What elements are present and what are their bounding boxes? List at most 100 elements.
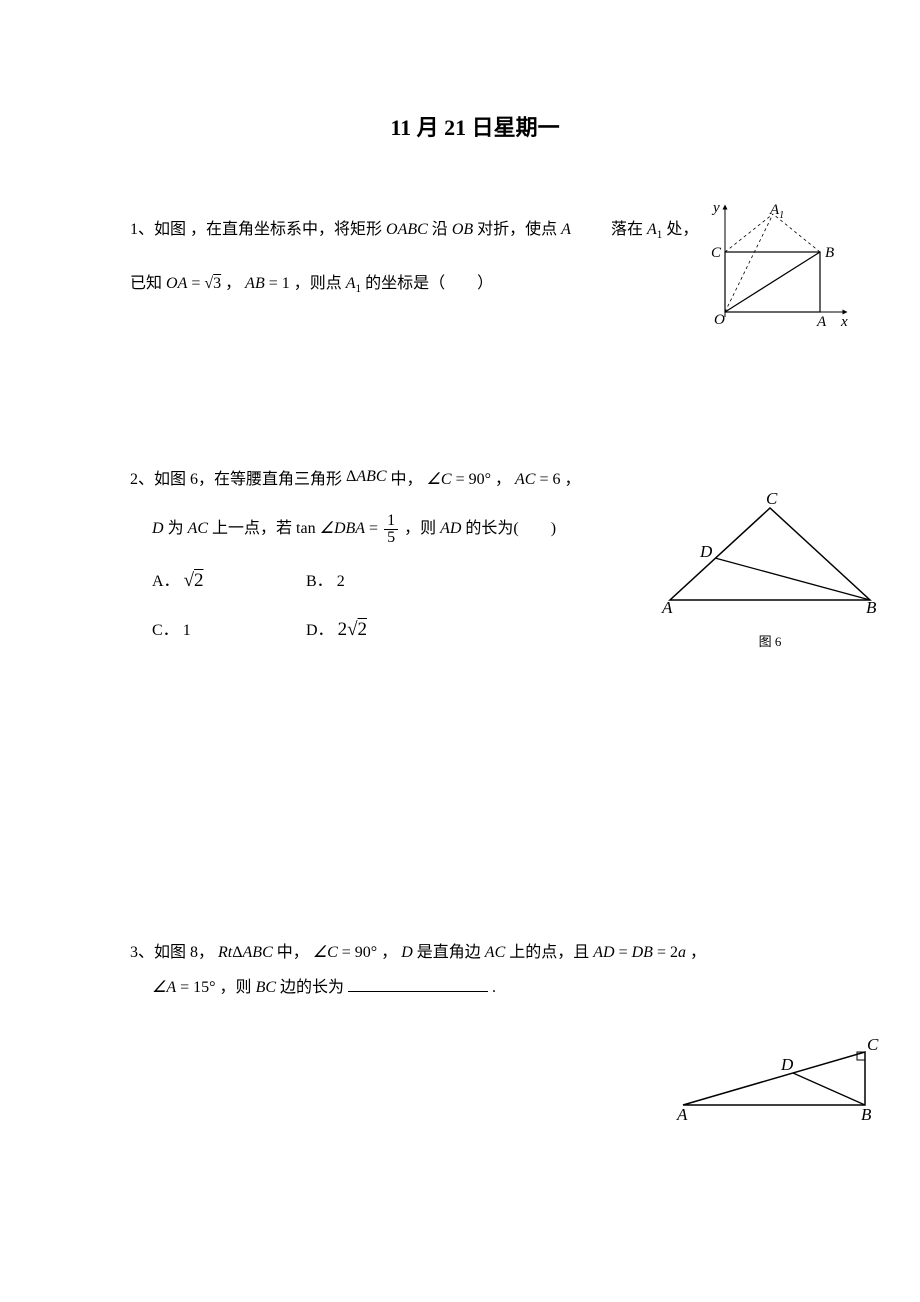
fig3-B: B bbox=[861, 1105, 872, 1124]
optB-label: B． bbox=[306, 573, 333, 590]
figure-3: A B C D bbox=[675, 1030, 880, 1130]
sqrt-icon: √2 bbox=[347, 619, 367, 640]
p3-eq90: = 90° bbox=[342, 944, 377, 961]
answer-blank bbox=[348, 991, 488, 992]
p1-text: 已知 bbox=[130, 275, 162, 292]
p2-text: 为 bbox=[168, 520, 184, 537]
p2-eq6: = 6 bbox=[539, 471, 560, 488]
p1-OA: OA bbox=[166, 275, 187, 292]
p2-text: 2、如图 6，在等腰直角三角形 bbox=[130, 471, 342, 488]
option-D: D． 2√2 bbox=[306, 605, 456, 654]
p2-frac-den: 5 bbox=[384, 530, 398, 546]
optD-label: D． bbox=[306, 622, 334, 639]
p1-text: 的坐标是（ ） bbox=[365, 275, 493, 292]
p1-val1: = 1 bbox=[269, 275, 290, 292]
option-B: B． 2 bbox=[306, 561, 456, 603]
p1-text: 1、如图 ，在直角坐标系中，将矩形 bbox=[130, 221, 382, 238]
p1-text: ，则点 bbox=[294, 275, 342, 292]
p2-AC2: AC bbox=[188, 520, 208, 537]
fig2-A: A bbox=[661, 598, 673, 615]
p2-D: D bbox=[152, 520, 164, 537]
p3-AC: AC bbox=[485, 944, 505, 961]
p1-text: 落在 bbox=[611, 221, 643, 238]
p2-text: 中， bbox=[391, 471, 423, 488]
p3-text: 是直角边 bbox=[417, 944, 481, 961]
p2-ABC: ABC bbox=[356, 468, 386, 485]
figure-2-svg: A B C D bbox=[660, 490, 880, 615]
fig1-O: O bbox=[714, 312, 725, 328]
optB-val: 2 bbox=[337, 573, 345, 590]
option-C: C． 1 bbox=[152, 610, 302, 652]
p3-comma: ， bbox=[381, 944, 397, 961]
p2-tan: tan bbox=[296, 520, 320, 537]
fig2-C: C bbox=[766, 490, 778, 508]
p1-sqrt3: 3 bbox=[213, 275, 221, 292]
sqrt-icon: √2 bbox=[184, 570, 204, 591]
optC-val: 1 bbox=[183, 622, 191, 639]
p2-comma: ， bbox=[495, 471, 511, 488]
figure-2: A B C D 图 6 bbox=[660, 490, 880, 640]
p1-A1-base: A bbox=[647, 221, 657, 238]
page-title: 11 月 21 日星期一 bbox=[130, 110, 820, 142]
p1-text: 对折，使点 bbox=[477, 221, 557, 238]
p1-text: 沿 bbox=[432, 221, 448, 238]
p2-AC: AC bbox=[515, 471, 535, 488]
problem-1: 1、如图 ，在直角坐标系中，将矩形 OABC 沿 OB 对折，使点 A 落在 A… bbox=[130, 212, 820, 302]
p2-angDBA: ∠DBA bbox=[320, 520, 365, 537]
p1-text: 处， bbox=[666, 221, 698, 238]
optD-pre: 2 bbox=[338, 619, 348, 640]
p2-eq90: = 90° bbox=[456, 471, 491, 488]
optC-label: C． bbox=[152, 622, 179, 639]
fraction-icon: 1 5 bbox=[384, 513, 398, 546]
p2-eq: = bbox=[369, 520, 382, 537]
p1-comma: ， bbox=[225, 275, 241, 292]
p1-eq: = bbox=[191, 275, 204, 292]
fig2-B: B bbox=[866, 598, 877, 615]
p1-A1-base2: A bbox=[346, 275, 356, 292]
p3-comma: ， bbox=[690, 944, 706, 961]
p1-spacer bbox=[575, 221, 607, 238]
p3-line2: ∠A = 15° ，则 BC 边的长为 . bbox=[130, 970, 820, 1005]
fig1-C: C bbox=[711, 245, 722, 261]
p2-frac-num: 1 bbox=[384, 513, 398, 530]
option-A: A． √2 bbox=[152, 556, 302, 605]
optD-val: 2 bbox=[358, 619, 368, 640]
fig3-D: D bbox=[780, 1055, 794, 1074]
p3-period: . bbox=[492, 979, 496, 996]
p3-angC: ∠C bbox=[313, 944, 338, 961]
p2-angC: ∠C bbox=[427, 471, 452, 488]
problem-3: 3、如图 8， RtΔABC 中， ∠C = 90° ， D 是直角边 AC 上… bbox=[130, 935, 820, 1005]
p3-angA: ∠A bbox=[152, 979, 176, 996]
p1-A1-sub: 1 bbox=[657, 229, 663, 241]
p1-A1b: A1 bbox=[346, 275, 361, 292]
figure-1: y x O A B C A1 bbox=[705, 202, 850, 332]
p3-ABC: ABC bbox=[243, 944, 273, 961]
p1-oabc: OABC bbox=[386, 221, 428, 238]
p1-A: A bbox=[561, 221, 571, 238]
fig3-C: C bbox=[867, 1035, 879, 1054]
fig3-A: A bbox=[676, 1105, 688, 1124]
p3-BC: BC bbox=[256, 979, 276, 996]
p3-text: 中， bbox=[277, 944, 309, 961]
fig1-B: B bbox=[825, 245, 834, 261]
p1-ob: OB bbox=[452, 221, 473, 238]
fig1-x: x bbox=[840, 314, 848, 330]
p3-AD: AD bbox=[593, 944, 614, 961]
problem-2: 2、如图 6，在等腰直角三角形 ΔABC 中， ∠C = 90° ， AC = … bbox=[130, 462, 820, 655]
optA-label: A． bbox=[152, 573, 180, 590]
p2-text: 的长为( ) bbox=[465, 520, 556, 537]
p2-comma: ， bbox=[564, 471, 580, 488]
p3-DB: DB bbox=[632, 944, 653, 961]
sqrt-icon: √3 bbox=[204, 275, 221, 292]
p3-text: 上的点，且 bbox=[509, 944, 589, 961]
p3-eq2a: = 2a bbox=[657, 944, 686, 961]
fig1-y: y bbox=[711, 202, 720, 216]
fig2-caption: 图 6 bbox=[660, 628, 880, 657]
p2-text: 上一点，若 bbox=[212, 520, 292, 537]
page-container: 11 月 21 日星期一 1、如图 ，在直角坐标系中，将矩形 OABC 沿 OB… bbox=[0, 0, 920, 1065]
fig1-A: A bbox=[816, 314, 827, 330]
p2-delta: Δ bbox=[346, 468, 356, 485]
p3-eq15: = 15° bbox=[180, 979, 215, 996]
p3-delta: Δ bbox=[232, 944, 242, 961]
p1-A1: A1 bbox=[647, 221, 662, 238]
